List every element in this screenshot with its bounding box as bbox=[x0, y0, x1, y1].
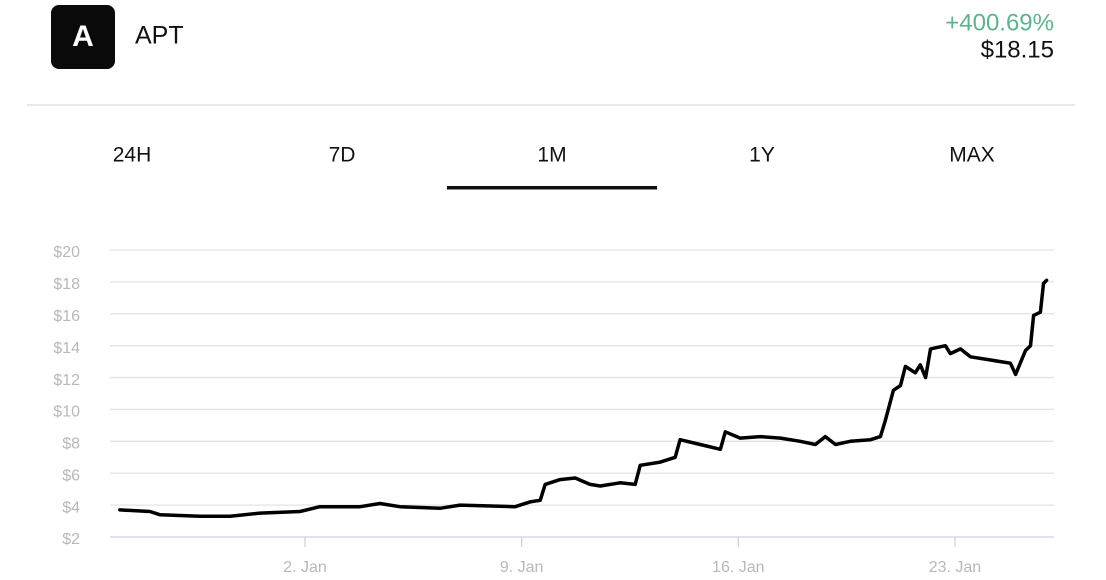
tab[interactable]: 1Y bbox=[749, 144, 775, 167]
token-icon bbox=[51, 5, 115, 69]
y-tick-label: $18 bbox=[53, 276, 80, 293]
token-symbol: APT bbox=[135, 22, 184, 50]
x-tick-label: 23. Jan bbox=[929, 559, 981, 576]
chart: $2 $4 $6 $8 $10 $12 $14 $16 $18 $20 2. Jan 9. Jan 16… bbox=[53, 244, 1054, 576]
x-tick-label: 2. Jan bbox=[283, 559, 327, 576]
token-icon-letter: A bbox=[72, 20, 94, 53]
tab[interactable]: 24H bbox=[113, 144, 152, 167]
y-tick-label: $12 bbox=[53, 372, 80, 389]
y-tick-label: $20 bbox=[53, 244, 80, 261]
price-line bbox=[118, 278, 1049, 519]
price: $18.15 bbox=[981, 36, 1054, 63]
y-tick-label: $4 bbox=[62, 499, 80, 516]
tab-bar: 24H 7D 1M 1Y MAX bbox=[113, 144, 995, 190]
x-tick-label: 16. Jan bbox=[712, 559, 764, 576]
y-tick-label: $14 bbox=[53, 340, 80, 357]
y-tick-label: $8 bbox=[62, 436, 80, 453]
y-tick-label: $6 bbox=[62, 467, 80, 484]
tab[interactable]: MAX bbox=[949, 144, 995, 167]
x-tick-label: 9. Jan bbox=[500, 559, 544, 576]
y-tick-label: $2 bbox=[62, 531, 80, 548]
price-change: +400.69% bbox=[945, 9, 1054, 36]
tab[interactable]: 1M bbox=[537, 144, 566, 167]
active-tab-underline bbox=[447, 186, 657, 190]
y-tick-label: $16 bbox=[53, 308, 80, 325]
y-tick-label: $10 bbox=[53, 404, 80, 421]
tab[interactable]: 7D bbox=[329, 144, 356, 167]
